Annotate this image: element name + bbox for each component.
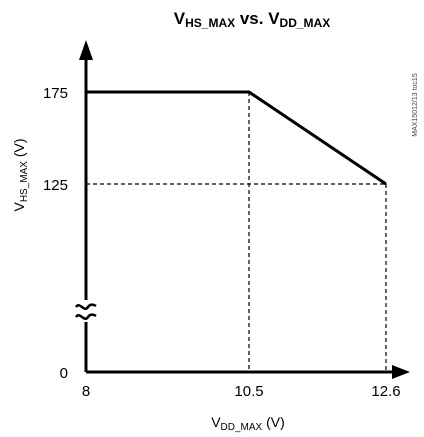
x-axis-label: VDD_MAX (V)	[211, 414, 285, 433]
y-axis-label: VHS_MAX (V)	[11, 138, 30, 211]
watermark: MAX15012/13 toc15	[412, 73, 419, 137]
x-tick-label: 10.5	[234, 383, 263, 400]
series-line	[86, 90, 387, 186]
y-tick-label: 175	[43, 85, 68, 102]
x-axis-arrow	[392, 365, 410, 379]
x-tick-labels: 8 10.5 12.6	[82, 383, 401, 400]
axes	[74, 40, 410, 379]
y-tick-label: 0	[60, 365, 68, 382]
axis-break-symbol	[74, 302, 97, 320]
reference-lines	[86, 92, 387, 372]
y-tick-labels: 175 125 0	[43, 85, 68, 382]
series	[86, 90, 387, 186]
y-axis-arrow	[79, 40, 93, 60]
chart-title: VHS_MAX vs. VDD_MAX	[174, 9, 330, 30]
x-tick-label: 8	[82, 383, 90, 400]
x-tick-label: 12.6	[371, 383, 400, 400]
y-tick-label: 125	[43, 177, 68, 194]
